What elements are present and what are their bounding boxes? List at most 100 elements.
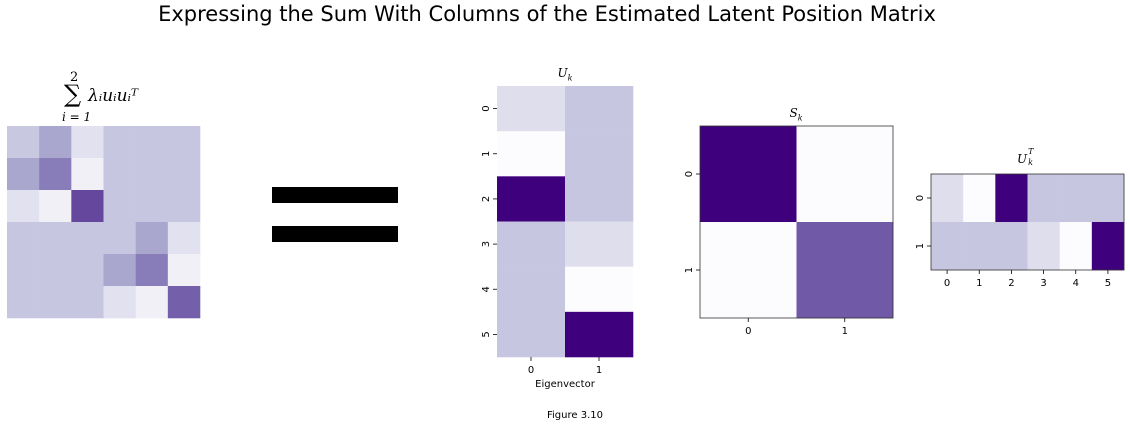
figure-caption: Figure 3.10: [547, 410, 603, 421]
heatmap-cell: [931, 222, 964, 271]
heatmap-cell: [135, 254, 169, 287]
heatmap-cell: [497, 221, 566, 267]
x-tick-label: 0: [944, 278, 950, 289]
heatmap-cell: [7, 126, 40, 159]
heatmap-cell: [7, 158, 40, 191]
x-tick-label: 5: [1105, 278, 1111, 289]
heatmap-cell: [167, 254, 201, 287]
heatmap-cell: [796, 222, 894, 319]
heatmap-cell: [931, 174, 964, 223]
heatmap-cell: [103, 126, 136, 159]
heatmap-cell: [497, 176, 566, 222]
heatmap-cell: [1059, 174, 1093, 223]
heatmap-cell: [39, 286, 72, 319]
heatmap-cell: [1059, 222, 1093, 271]
heatmap-cell: [565, 311, 634, 358]
x-axis-label: Eigenvector: [535, 379, 596, 390]
uk-heatmap: 0 1 0 1 2 3 4 5 Eigenvector: [481, 86, 634, 390]
heatmap-cell: [103, 254, 136, 287]
x-tick-label: 1: [842, 326, 848, 337]
heatmap-cell: [103, 286, 136, 319]
heatmap-cell: [565, 131, 634, 177]
heatmap-cell: [7, 286, 40, 319]
y-tick-label: 0: [684, 171, 695, 177]
ukt-title-sub: k: [1028, 158, 1033, 167]
heatmap-cell: [167, 286, 201, 319]
equals-sign-top-bar: [272, 187, 398, 203]
heatmap-cell: [995, 174, 1028, 223]
heatmap-cell: [167, 190, 201, 223]
figure-title: Expressing the Sum With Columns of the E…: [158, 2, 936, 26]
sum-heatmap: [7, 126, 201, 319]
heatmap-cell: [71, 222, 104, 255]
y-tick-label: 1: [684, 267, 695, 273]
heatmap-cell: [167, 158, 201, 191]
heatmap-cell: [565, 266, 634, 313]
heatmap-cell: [103, 190, 136, 223]
heatmap-cell: [39, 222, 72, 255]
sum-symbol: ∑: [64, 80, 82, 108]
heatmap-cell: [700, 222, 797, 319]
sk-panel-title: Sk: [771, 106, 821, 122]
heatmap-cell: [963, 222, 996, 271]
ukt-heatmap: 0 1 2 3 4 5 0 1: [915, 173, 1125, 289]
heatmap-cell: [71, 254, 104, 287]
sum-upper-limit: 2: [70, 70, 79, 85]
x-tick-label: 1: [976, 278, 982, 289]
heatmap-cell: [71, 286, 104, 319]
equals-sign-bottom-bar: [272, 226, 398, 242]
y-tick-label: 4: [481, 286, 492, 292]
heatmap-cell: [497, 86, 566, 132]
heatmap-cell: [565, 176, 634, 222]
heatmap-cell: [71, 126, 104, 159]
heatmap-cell: [796, 126, 894, 223]
y-tick-label: 0: [481, 105, 492, 111]
heatmap-cell: [963, 174, 996, 223]
heatmap-cell: [565, 86, 634, 132]
heatmap-cell: [7, 190, 40, 223]
heatmap-cell: [39, 190, 72, 223]
heatmap-cell: [497, 266, 566, 313]
x-tick-label: 3: [1040, 278, 1046, 289]
y-tick-label: 5: [481, 331, 492, 337]
y-tick-label: 2: [481, 196, 492, 202]
heatmap-cell: [497, 131, 566, 177]
heatmap-cell: [1027, 174, 1060, 223]
heatmap-cell: [103, 222, 136, 255]
heatmap-cell: [135, 286, 169, 319]
heatmap-cell: [135, 222, 169, 255]
heatmap-cell: [39, 158, 72, 191]
x-tick-label: 0: [528, 365, 534, 376]
uk-title-sub: k: [567, 73, 573, 83]
ukt-title-base: U: [1016, 152, 1028, 166]
heatmap-cell: [565, 221, 634, 267]
heatmap-cell: [135, 126, 169, 159]
heatmap-cell: [497, 311, 566, 358]
y-tick-label: 3: [481, 241, 492, 247]
heatmap-cell: [1027, 222, 1060, 271]
heatmap-cell: [135, 158, 169, 191]
heatmap-cell: [103, 158, 136, 191]
heatmap-cell: [1091, 174, 1125, 223]
sk-title-sub: k: [797, 113, 803, 123]
heatmap-cell: [167, 222, 201, 255]
sum-lower-limit: i = 1: [62, 110, 92, 124]
heatmap-cell: [71, 158, 104, 191]
sum-expression: λᵢuᵢuᵢᵀ: [88, 86, 139, 106]
heatmap-cell: [7, 222, 40, 255]
heatmap-cell: [167, 126, 201, 159]
heatmap-cell: [700, 126, 797, 223]
heatmap-frame: [930, 173, 1125, 271]
y-tick-label: 1: [481, 151, 492, 157]
heatmap-cell: [71, 190, 104, 223]
heatmap-cell: [995, 222, 1028, 271]
heatmap-frame: [699, 125, 894, 319]
heatmap-cell: [39, 126, 72, 159]
ukt-title-sup: T: [1028, 147, 1034, 156]
sk-heatmap: 0 1 0 1: [684, 125, 894, 337]
y-tick-label: 0: [915, 195, 926, 201]
sk-title-base: S: [789, 106, 798, 120]
uk-panel-title: Uk: [540, 66, 590, 82]
